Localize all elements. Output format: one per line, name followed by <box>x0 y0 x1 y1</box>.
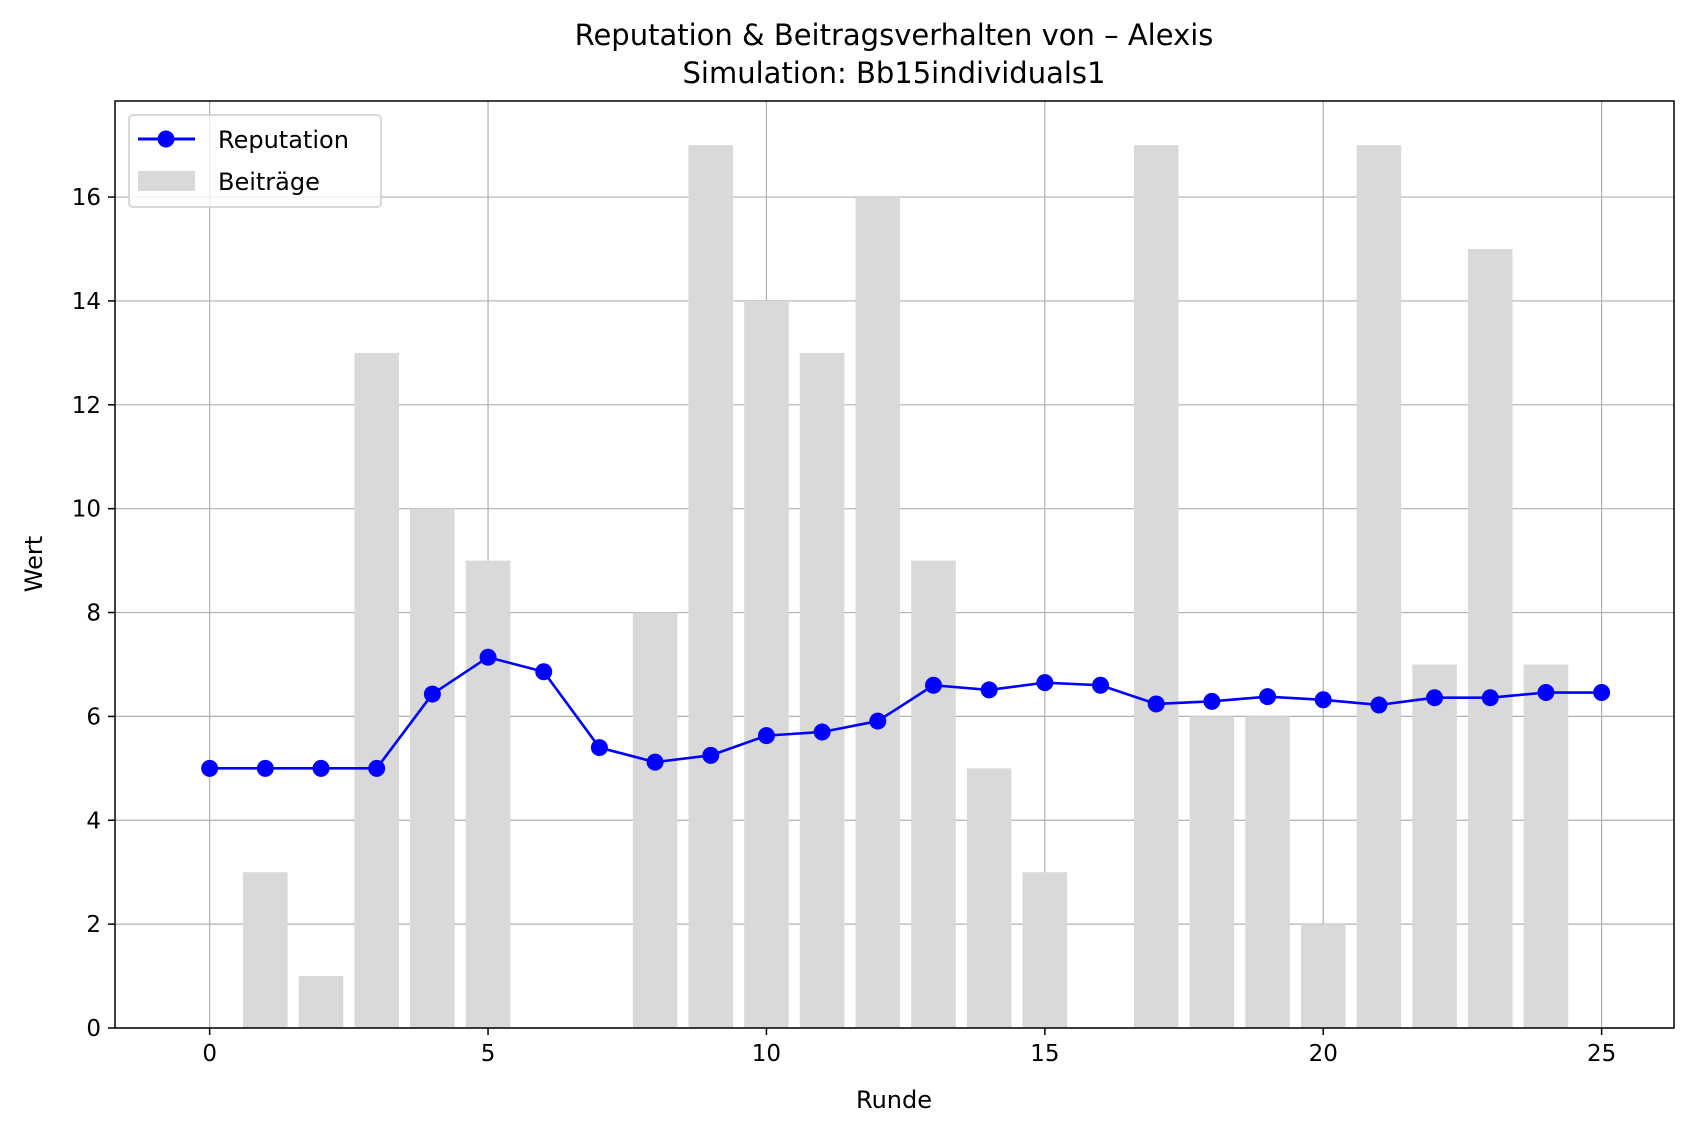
legend-reputation-marker-swatch <box>157 130 175 148</box>
bar <box>688 145 734 1029</box>
bar <box>1356 145 1402 1029</box>
y-tick-label: 10 <box>72 497 101 523</box>
reputation-point <box>368 759 386 777</box>
reputation-point <box>1426 689 1444 707</box>
reputation-point <box>1593 684 1611 702</box>
reputation-point <box>1537 684 1555 702</box>
reputation-point <box>702 746 720 764</box>
legend-contributions-swatch <box>138 171 195 191</box>
bar <box>1133 145 1179 1029</box>
reputation-point <box>813 723 831 741</box>
y-tick-label: 6 <box>86 704 101 730</box>
reputation-point <box>256 759 274 777</box>
y-tick-label: 8 <box>86 601 101 627</box>
reputation-point <box>423 685 441 703</box>
legend: Reputation Beiträge <box>128 114 382 208</box>
legend-contributions-label: Beiträge <box>218 168 320 196</box>
bar <box>966 768 1012 1028</box>
reputation-point <box>312 759 330 777</box>
reputation-point <box>1147 695 1165 713</box>
reputation-point <box>535 663 553 681</box>
y-tick-label: 14 <box>72 289 101 315</box>
reputation-point <box>1092 676 1110 694</box>
x-tick-label: 15 <box>1030 1041 1059 1067</box>
bar <box>243 872 288 1028</box>
bar <box>911 560 956 1028</box>
reputation-point <box>590 739 608 757</box>
bar-series <box>243 145 1569 1029</box>
y-tick-label: 0 <box>86 1016 101 1042</box>
bar <box>410 508 455 1029</box>
y-tick-label: 12 <box>72 393 101 419</box>
bar <box>465 560 511 1028</box>
bar <box>744 300 789 1028</box>
x-tick-label: 5 <box>481 1041 496 1067</box>
bar <box>1523 664 1569 1028</box>
x-tick-label: 20 <box>1309 1041 1338 1067</box>
reputation-point <box>1259 688 1277 706</box>
reputation-point <box>757 727 775 745</box>
y-tick-label: 16 <box>72 185 101 211</box>
chart-title: Reputation & Beitragsverhalten von – Ale… <box>575 18 1214 52</box>
bar <box>855 197 901 1029</box>
y-axis-label: Wert <box>20 536 48 592</box>
reputation-point <box>869 712 887 730</box>
reputation-point <box>201 759 219 777</box>
reputation-point <box>980 681 998 699</box>
line-series <box>201 648 1611 777</box>
reputation-point <box>1036 674 1054 692</box>
x-axis-label: Runde <box>856 1086 932 1114</box>
bar <box>1022 872 1068 1028</box>
bar <box>632 612 678 1028</box>
bar <box>1245 716 1290 1028</box>
bar <box>354 352 399 1028</box>
plot-frame <box>114 100 1675 1029</box>
bar <box>799 352 845 1028</box>
reputation-point <box>1481 689 1499 707</box>
x-axis-ticks: 0 5 10 15 20 25 <box>202 1028 1616 1067</box>
reputation-line <box>209 655 1602 770</box>
y-axis-ticks: 0 2 4 6 8 10 12 14 16 <box>72 185 115 1042</box>
bar <box>1412 664 1457 1028</box>
legend-reputation-label: Reputation <box>218 126 349 154</box>
reputation-point <box>924 676 942 694</box>
bar <box>1467 249 1513 1028</box>
x-tick-label: 25 <box>1587 1041 1616 1067</box>
y-tick-label: 2 <box>86 912 101 938</box>
chart-subtitle: Simulation: Bb15individuals1 <box>683 56 1106 90</box>
reputation-point <box>479 648 497 666</box>
reputation-point <box>646 753 664 771</box>
x-tick-label: 0 <box>202 1041 217 1067</box>
bar <box>1300 924 1346 1028</box>
y-tick-label: 4 <box>86 808 101 834</box>
x-tick-label: 10 <box>752 1041 781 1067</box>
reputation-point <box>1370 696 1388 714</box>
bar <box>1189 716 1235 1028</box>
bar <box>298 976 344 1028</box>
reputation-point <box>1314 691 1332 709</box>
reputation-point <box>1203 692 1221 710</box>
